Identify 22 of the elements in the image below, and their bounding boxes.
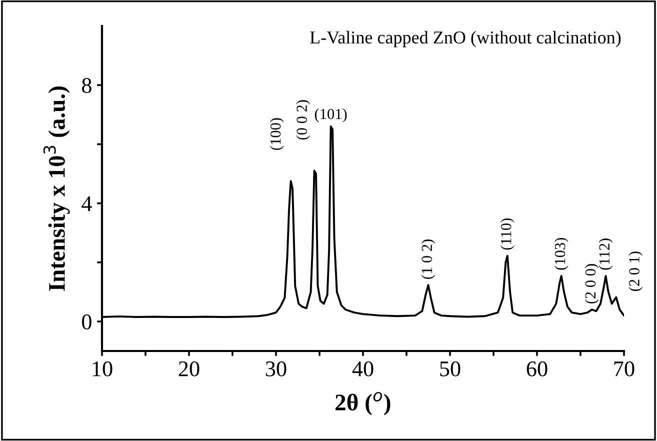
x-tick-label: 30 xyxy=(266,361,286,376)
y-tick-label: 4 xyxy=(82,196,92,211)
x-axis-title: 2θ ($^{o}$) xyxy=(336,392,390,416)
y-tick-label: 0 xyxy=(82,314,92,330)
x-tick-label: 40 xyxy=(352,361,374,376)
x-tick-label: 10 xyxy=(92,361,112,376)
x-tick-label: 50 xyxy=(440,361,460,376)
annotation: (112) xyxy=(598,238,613,270)
annotation: (110) xyxy=(500,218,514,250)
annotation: (103) xyxy=(554,238,568,270)
annotation: L-Valine capped ZnO (without calcination) xyxy=(310,30,621,48)
x-tick-label: 60 xyxy=(526,361,548,376)
annotation: (1 0 2) xyxy=(421,240,436,279)
annotation: (2 0 0) xyxy=(584,264,599,304)
annotation: (0 0 2) xyxy=(296,100,310,140)
y-tick-label: 8 xyxy=(82,78,92,94)
y-axis-title: Intensity x 10$^{3}$ (a.u.) xyxy=(43,86,70,291)
annotation: (2 0 1) xyxy=(628,252,643,291)
annotation: (100) xyxy=(270,118,284,150)
x-tick-label: 20 xyxy=(178,361,200,376)
x-tick-label: 70 xyxy=(614,361,634,376)
annotation: (101) xyxy=(314,108,347,122)
